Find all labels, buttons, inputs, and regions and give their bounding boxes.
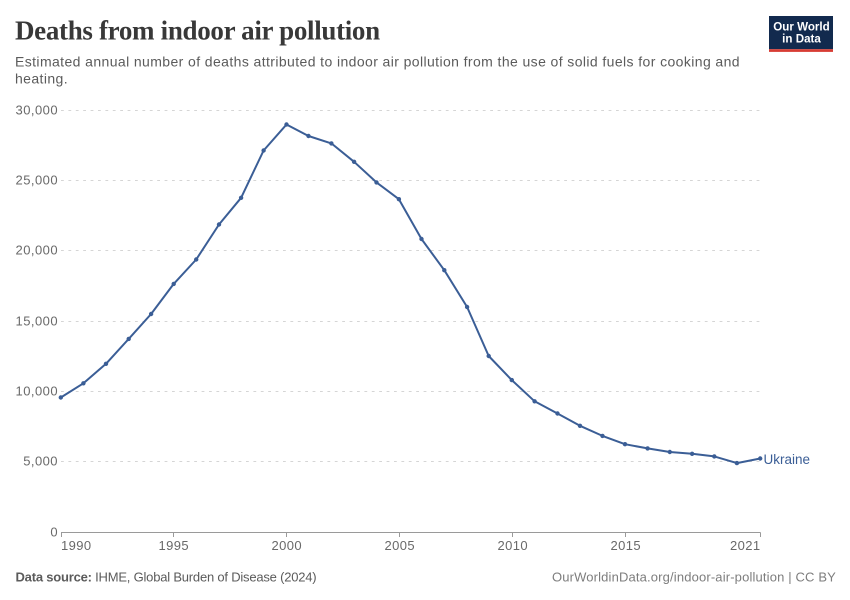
svg-text:Ukraine: Ukraine [764,452,811,467]
svg-text:in Data: in Data [782,33,821,46]
svg-text:OurWorldinData.org/indoor-air-: OurWorldinData.org/indoor-air-pollution … [552,570,836,585]
svg-text:30,000: 30,000 [16,103,58,118]
svg-text:heating.: heating. [15,71,68,87]
svg-text:Estimated annual number of dea: Estimated annual number of deaths attrib… [15,54,740,70]
svg-text:2000: 2000 [272,538,303,553]
svg-text:Data source: IHME, Global Burd: Data source: IHME, Global Burden of Dise… [16,570,317,585]
svg-text:5,000: 5,000 [23,454,58,469]
svg-text:Deaths from indoor air polluti: Deaths from indoor air pollution [15,16,380,46]
svg-text:1990: 1990 [61,538,92,553]
svg-text:2015: 2015 [611,538,642,553]
svg-text:1995: 1995 [159,538,190,553]
svg-text:15,000: 15,000 [16,314,58,329]
svg-text:0: 0 [50,525,58,540]
svg-text:2005: 2005 [385,538,416,553]
svg-text:25,000: 25,000 [16,173,58,188]
svg-text:2021: 2021 [730,538,761,553]
svg-text:Our World: Our World [773,21,829,34]
svg-text:2010: 2010 [498,538,529,553]
svg-text:10,000: 10,000 [16,384,58,399]
svg-text:20,000: 20,000 [16,243,58,258]
